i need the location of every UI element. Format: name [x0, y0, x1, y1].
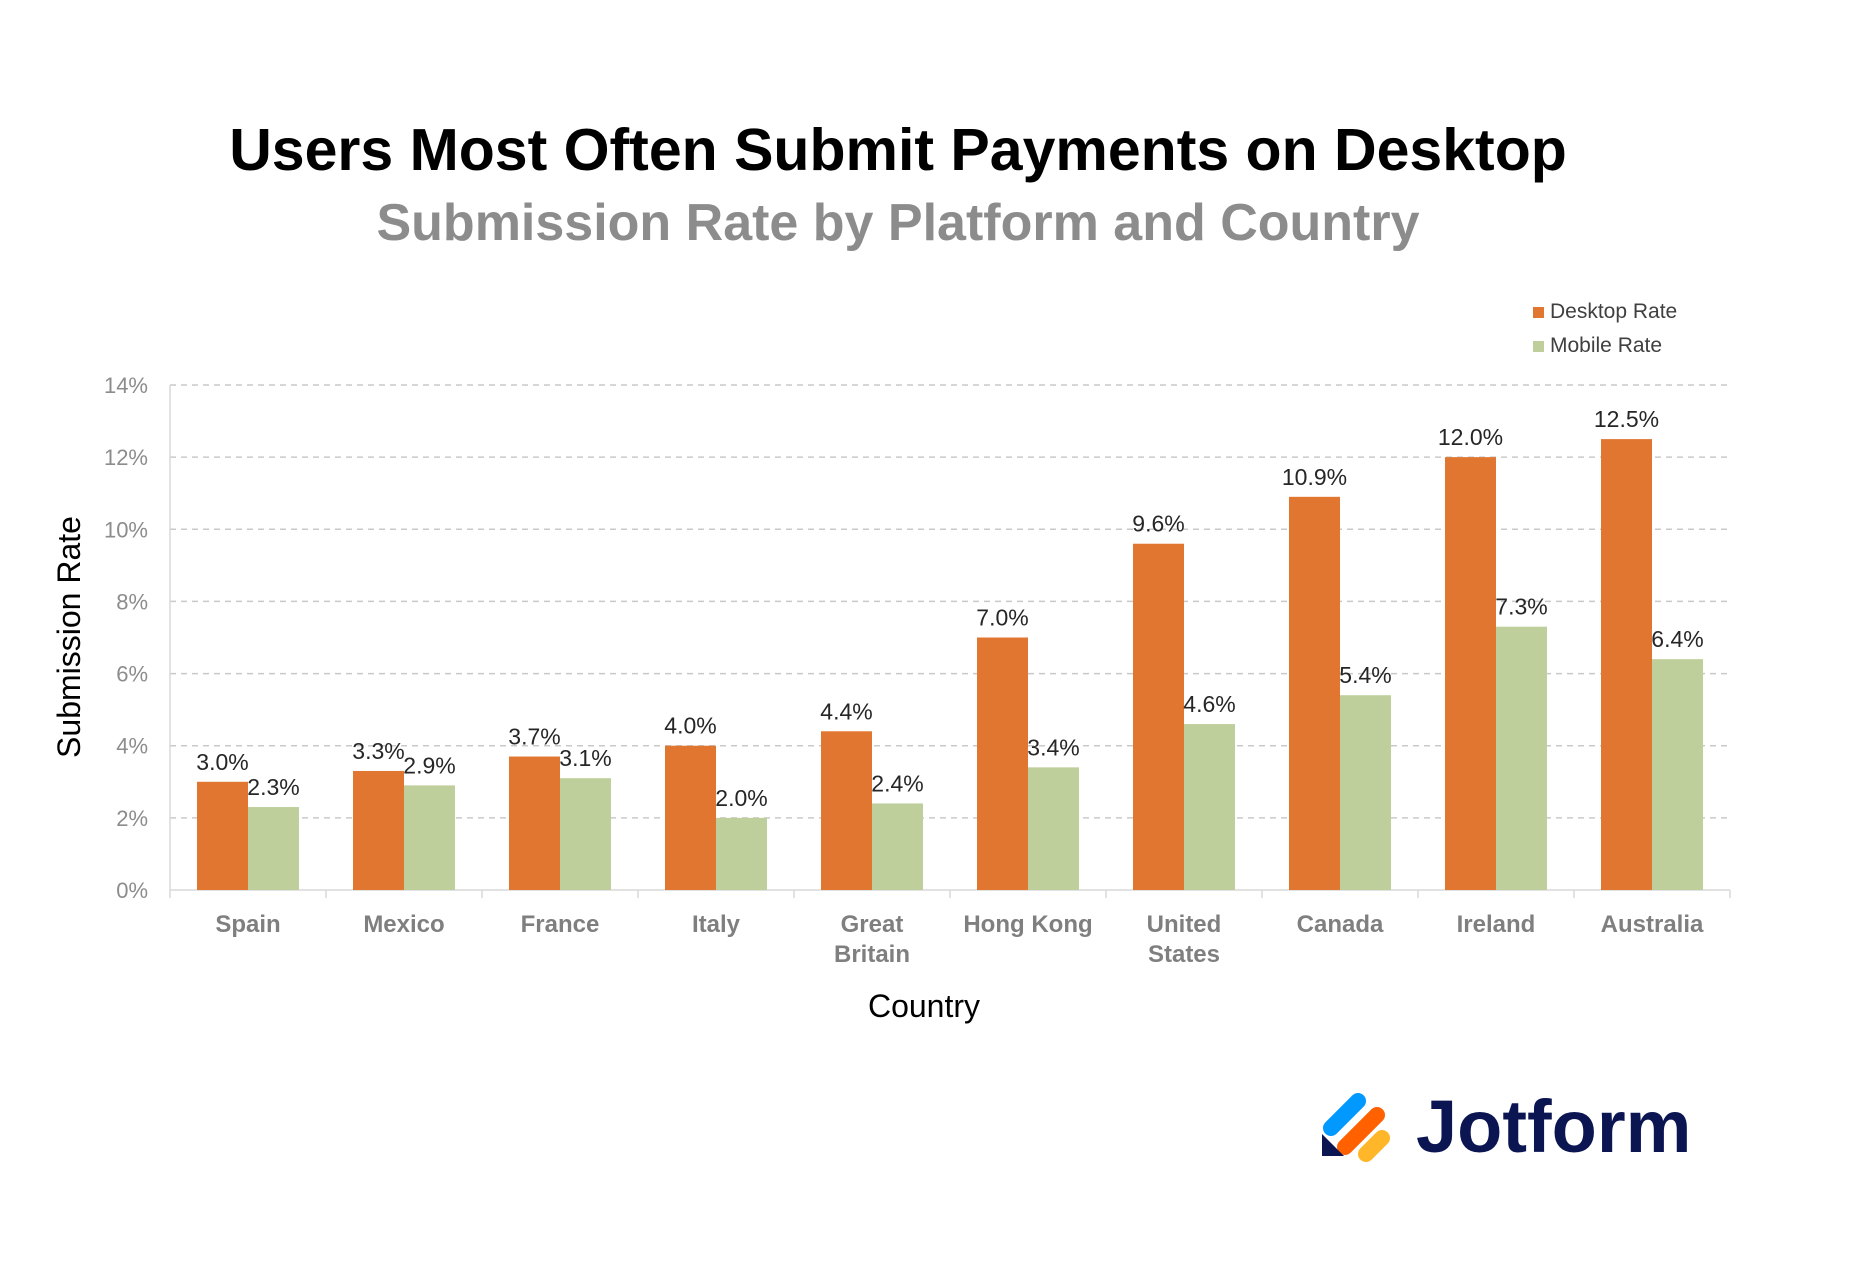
legend-swatch: [1533, 341, 1544, 352]
data-label: 6.4%: [1651, 626, 1703, 652]
bar-desktop: [509, 756, 560, 890]
x-category-label: Spain: [215, 911, 280, 938]
bar-desktop: [977, 637, 1028, 890]
bar-mobile: [1652, 659, 1703, 890]
chart-title: Users Most Often Submit Payments on Desk…: [229, 117, 1567, 183]
data-labels: 3.0% 3.3% 3.7% 4.0% 4.4% 7.0% 9.6% 10.9% 12.0% 12…: [196, 406, 1703, 811]
data-label: 4.0%: [664, 713, 716, 739]
data-label: 2.0%: [715, 785, 767, 811]
legend-label: Mobile Rate: [1550, 334, 1662, 357]
legend-label: Desktop Rate: [1550, 300, 1677, 323]
x-category-label: Canada: [1297, 911, 1384, 938]
x-category-label: Hong Kong: [963, 911, 1092, 938]
logo-corner: [1322, 1134, 1344, 1156]
bar-mobile: [1340, 695, 1391, 890]
x-axis-title: Country: [868, 988, 980, 1024]
y-tick-label: 4%: [116, 734, 148, 759]
y-tick-label: 12%: [104, 445, 148, 470]
bar-desktop: [353, 770, 404, 890]
x-category-label: Ireland: [1457, 911, 1536, 938]
data-label: 3.4%: [1027, 734, 1079, 760]
x-category-label: Mexico: [363, 911, 444, 938]
x-category-label: Australia: [1601, 911, 1704, 938]
data-label: 5.4%: [1339, 662, 1391, 688]
chart-subtitle: Submission Rate by Platform and Country: [376, 194, 1419, 252]
y-axis-ticks: 0% 2% 4% 6% 8% 10% 12% 14%: [104, 373, 148, 903]
y-tick-label: 6%: [116, 662, 148, 687]
x-category-label: United: [1147, 911, 1222, 938]
data-label: 12.5%: [1594, 406, 1659, 432]
bar-desktop: [1289, 496, 1340, 890]
x-category-label: Britain: [834, 941, 910, 968]
data-label: 3.3%: [352, 738, 404, 764]
legend-swatch: [1533, 307, 1544, 318]
bar-desktop: [665, 745, 716, 890]
jotform-logo: Jotform: [1322, 1085, 1691, 1168]
data-label: 3.1%: [559, 745, 611, 771]
data-label: 2.4%: [871, 770, 923, 796]
data-label: 9.6%: [1132, 511, 1184, 537]
y-tick-label: 0%: [116, 878, 148, 903]
y-axis-title: Submission Rate: [51, 516, 87, 758]
jotform-logo-icon: [1322, 1093, 1390, 1162]
bar-desktop: [197, 781, 248, 890]
data-label: 7.0%: [976, 605, 1028, 631]
y-tick-label: 2%: [116, 806, 148, 831]
x-category-label: France: [521, 911, 600, 938]
bar-mobile: [716, 817, 767, 890]
legend: Desktop Rate Mobile Rate: [1533, 300, 1677, 357]
data-label: 3.0%: [196, 749, 248, 775]
bar-desktop: [1445, 457, 1496, 890]
logo-stripe-blue: [1323, 1093, 1366, 1136]
jotform-wordmark: Jotform: [1416, 1085, 1691, 1168]
data-label: 4.4%: [820, 698, 872, 724]
data-label: 4.6%: [1183, 691, 1235, 717]
bar-mobile: [560, 778, 611, 890]
y-tick-label: 14%: [104, 373, 148, 398]
bar-mobile: [1028, 767, 1079, 890]
bar-mobile: [1496, 626, 1547, 890]
data-label: 10.9%: [1282, 464, 1347, 490]
logo-stripe-yellow: [1358, 1130, 1390, 1162]
bar-mobile: [872, 803, 923, 890]
bar-desktop: [1601, 439, 1652, 890]
x-category-label: States: [1148, 941, 1220, 968]
y-tick-label: 8%: [116, 589, 148, 614]
x-axis-categories: Spain Mexico France Italy Great Britain Hong K…: [215, 911, 1704, 968]
y-tick-label: 10%: [104, 517, 148, 542]
data-label: 2.3%: [247, 774, 299, 800]
data-label: 7.3%: [1495, 594, 1547, 620]
bars: [197, 439, 1703, 890]
bar-desktop: [1133, 543, 1184, 890]
bar-mobile: [1184, 724, 1235, 890]
bar-mobile: [248, 807, 299, 890]
logo-stripe-orange: [1337, 1107, 1385, 1155]
x-category-label: Great: [841, 911, 904, 938]
data-label: 2.9%: [403, 752, 455, 778]
bar-mobile: [404, 785, 455, 890]
bar-desktop: [821, 731, 872, 890]
data-label: 3.7%: [508, 724, 560, 750]
data-label: 12.0%: [1438, 424, 1503, 450]
x-category-label: Italy: [692, 911, 741, 938]
